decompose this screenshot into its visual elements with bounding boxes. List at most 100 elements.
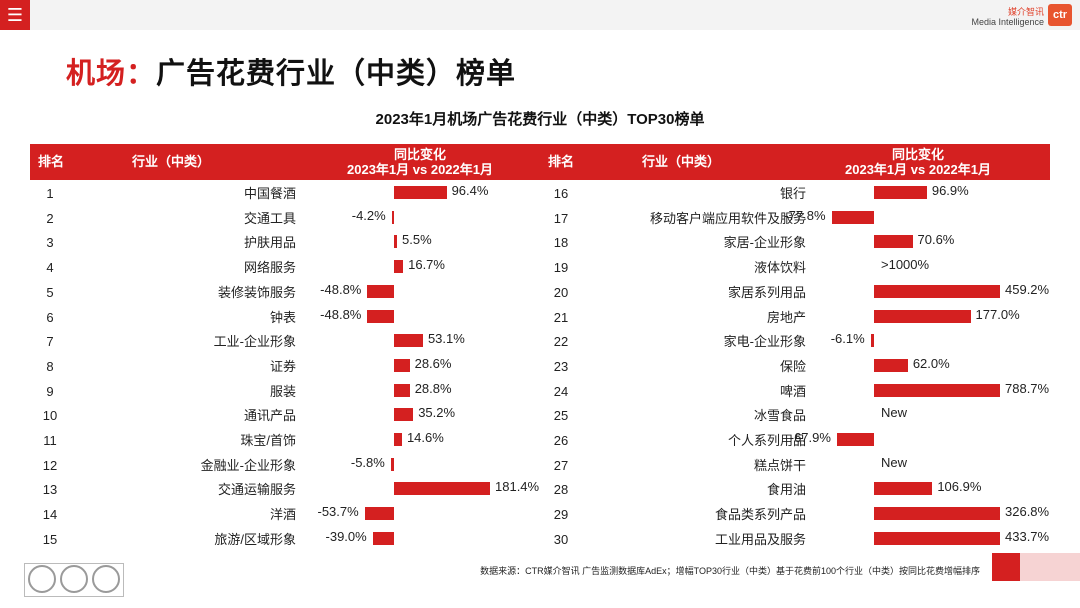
header-change-line2: 2023年1月 vs 2022年1月 bbox=[347, 162, 493, 177]
change-label: New bbox=[881, 405, 908, 421]
rank-number: 27 bbox=[553, 457, 569, 473]
table-header-left: 排名 行业（中类） 同比变化 2023年1月 vs 2022年1月 bbox=[30, 144, 540, 180]
industry-name: 银行 bbox=[779, 186, 806, 201]
change-label: -48.8% bbox=[320, 306, 362, 322]
rank-number: 3 bbox=[46, 235, 54, 251]
rank-number: 8 bbox=[46, 358, 54, 374]
change-label: -48.8% bbox=[320, 281, 362, 297]
rank-number: 1 bbox=[46, 186, 54, 201]
industry-name: 房地产 bbox=[766, 309, 806, 325]
change-bar bbox=[390, 457, 394, 471]
industry-name: 家居-企业形象 bbox=[723, 235, 806, 251]
change-bar bbox=[874, 186, 927, 199]
header-change-line1: 同比变化 bbox=[393, 147, 446, 162]
rank-number: 4 bbox=[46, 260, 54, 276]
change-bar bbox=[394, 186, 447, 199]
change-label: 96.4% bbox=[451, 183, 489, 198]
rank-number: 26 bbox=[553, 433, 569, 448]
change-bar bbox=[874, 309, 971, 323]
title-prefix: 机场： bbox=[66, 58, 157, 90]
rank-number: 22 bbox=[553, 334, 569, 350]
change-label: 788.7% bbox=[1005, 380, 1050, 396]
rank-number: 30 bbox=[553, 531, 569, 547]
rank-number: 21 bbox=[553, 309, 569, 325]
change-bar bbox=[836, 433, 874, 446]
change-bar bbox=[391, 210, 394, 224]
industry-name: 移动客户端应用软件及服务 bbox=[649, 210, 806, 226]
change-label: 28.6% bbox=[414, 355, 452, 371]
change-label: -67.9% bbox=[789, 430, 831, 445]
change-label: 14.6% bbox=[406, 430, 444, 445]
header-change-line2: 2023年1月 vs 2022年1月 bbox=[845, 162, 991, 177]
change-label: 106.9% bbox=[937, 479, 982, 495]
change-bar bbox=[372, 531, 394, 545]
change-bar bbox=[874, 235, 913, 249]
industry-name: 钟表 bbox=[269, 309, 296, 325]
footer-accent-pink bbox=[1020, 553, 1080, 581]
industry-name: 液体饮料 bbox=[753, 260, 806, 276]
change-label: -6.1% bbox=[830, 331, 865, 347]
change-bar bbox=[394, 235, 397, 249]
change-bar bbox=[874, 507, 1000, 521]
header-industry: 行业（中类） bbox=[132, 154, 211, 169]
change-bar bbox=[367, 284, 394, 298]
industry-name: 糕点饼干 bbox=[753, 457, 806, 473]
header-change-line1: 同比变化 bbox=[891, 147, 944, 162]
rank-number: 11 bbox=[43, 433, 57, 448]
change-bar bbox=[874, 284, 1000, 298]
industry-name: 食用油 bbox=[766, 482, 806, 498]
change-bar bbox=[394, 482, 490, 496]
industry-name: 装修装饰服务 bbox=[217, 284, 296, 300]
change-bar bbox=[394, 260, 404, 274]
brand-en: Media Intelligence bbox=[971, 17, 1044, 27]
industry-name: 旅游/区域形象 bbox=[214, 531, 296, 547]
change-label: -39.0% bbox=[325, 528, 367, 544]
header-rank: 排名 bbox=[38, 154, 65, 169]
chart-title: 2023年1月机场广告花费行业（中类）TOP30榜单 bbox=[375, 111, 705, 128]
industry-name: 家居系列用品 bbox=[727, 284, 806, 300]
change-label: 181.4% bbox=[495, 479, 540, 495]
change-bar bbox=[394, 433, 402, 446]
change-label: 62.0% bbox=[912, 355, 950, 371]
change-label: 96.9% bbox=[931, 183, 969, 198]
sgs-badge-icon bbox=[60, 565, 88, 593]
industry-name: 金融业-企业形象 bbox=[200, 457, 296, 473]
change-label: New bbox=[881, 454, 908, 470]
header-rank: 排名 bbox=[548, 154, 575, 169]
industry-name: 个人系列用品 bbox=[727, 433, 806, 448]
rank-number: 25 bbox=[553, 408, 569, 424]
rank-number: 5 bbox=[46, 284, 54, 300]
header-change: 同比变化 2023年1月 vs 2022年1月 bbox=[320, 147, 520, 177]
industry-name: 工业用品及服务 bbox=[714, 531, 806, 547]
sgs-badge-icon bbox=[92, 565, 120, 593]
change-label: -4.2% bbox=[351, 207, 386, 223]
change-label: -5.8% bbox=[350, 454, 385, 470]
rank-number: 15 bbox=[42, 531, 58, 547]
change-bar bbox=[394, 383, 410, 397]
industry-name: 洋酒 bbox=[269, 507, 296, 523]
brand-cn: 媒介智讯 bbox=[1007, 7, 1044, 17]
certification-badges bbox=[24, 563, 124, 597]
page-title: 机场：广告花费行业（中类）榜单 bbox=[66, 50, 516, 92]
rank-number: 13 bbox=[42, 482, 58, 498]
rank-number: 29 bbox=[553, 507, 569, 523]
rank-number: 28 bbox=[553, 482, 569, 498]
industry-name: 工业-企业形象 bbox=[213, 334, 296, 350]
change-label: 70.6% bbox=[917, 232, 955, 248]
rank-number: 12 bbox=[42, 457, 58, 473]
change-label: 177.0% bbox=[975, 306, 1020, 322]
change-bar bbox=[874, 482, 933, 496]
change-bar bbox=[364, 507, 394, 521]
industry-name: 珠宝/首饰 bbox=[240, 433, 296, 448]
menu-icon[interactable]: ☰ bbox=[0, 0, 30, 30]
industry-name: 中国餐酒 bbox=[243, 186, 296, 201]
change-label: >1000% bbox=[881, 257, 930, 273]
change-label: -53.7% bbox=[317, 504, 359, 520]
change-bar bbox=[870, 334, 874, 348]
change-bar bbox=[394, 334, 423, 348]
rank-number: 18 bbox=[553, 235, 569, 251]
industry-name: 冰雪食品 bbox=[753, 408, 806, 424]
change-label: 35.2% bbox=[418, 405, 456, 421]
change-bar bbox=[874, 531, 1000, 545]
change-label: 16.7% bbox=[408, 257, 445, 273]
